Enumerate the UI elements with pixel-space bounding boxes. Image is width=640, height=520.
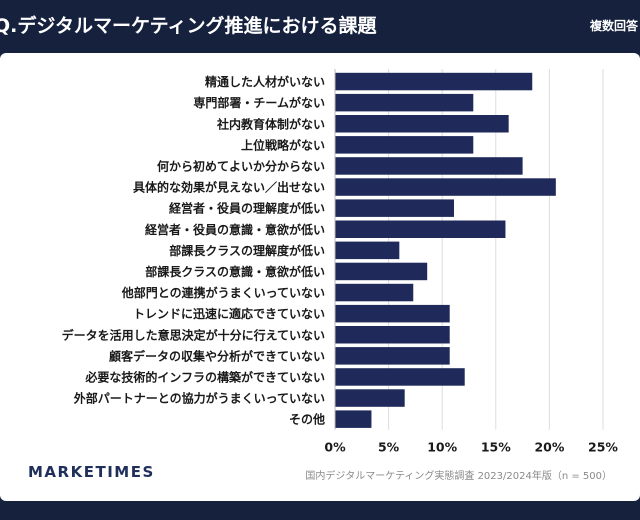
- bar: [335, 199, 454, 217]
- bar: [335, 326, 450, 344]
- bar-chart: 0% 5% 10% 15% 20% 25% 精通した人材がいない専門部署・チームがない社内教…: [62, 69, 618, 453]
- bar: [335, 347, 450, 365]
- bar: [335, 115, 509, 133]
- bar: [335, 389, 405, 407]
- category-label: 外部パートナーとの協力がうまくいっていない: [74, 391, 325, 406]
- category-label: 具体的な効果が見えない／出せない: [133, 180, 325, 195]
- bar: [335, 410, 372, 428]
- bar: [335, 241, 400, 260]
- category-label: 経営者・役員の理解度が低い: [169, 201, 325, 216]
- bar: [335, 304, 450, 323]
- chart-card: 0% 5% 10% 15% 20% 25% 精通した人材がいない専門部署・チームがない社内教…: [0, 53, 640, 501]
- category-label: データを活用した意思決定が十分に行えていない: [62, 327, 325, 342]
- category-label: その他: [289, 412, 325, 427]
- bar: [335, 220, 506, 238]
- x-tick-label: 10%: [427, 440, 457, 453]
- category-label: 経営者・役員の意識・意欲が低い: [145, 222, 325, 237]
- bar: [335, 157, 523, 175]
- category-label: 他部門との連携がうまくいっていない: [121, 285, 325, 300]
- category-label: 顧客データの収集や分析ができていない: [109, 348, 325, 363]
- bar: [335, 72, 533, 91]
- category-label: 専門部署・チームがない: [193, 95, 325, 110]
- bar: [335, 136, 474, 154]
- bar: [335, 262, 428, 281]
- x-tick-label: 20%: [534, 440, 564, 453]
- multiple-answer-badge: 複数回答: [589, 19, 638, 33]
- category-label: 部課長クラスの理解度が低い: [169, 243, 325, 258]
- bar: [335, 93, 474, 112]
- bar: [335, 178, 556, 196]
- category-label: 精通した人材がいない: [205, 74, 325, 89]
- x-tick-label: 25%: [588, 440, 618, 453]
- category-label: 上位戦略がない: [241, 137, 325, 152]
- bar: [335, 283, 414, 302]
- brand-logo: MARKETIMES: [28, 463, 155, 481]
- bar: [335, 368, 465, 386]
- source-note: 国内デジタルマーケティング実態調査 2023/2024年版（n = 500）: [305, 471, 612, 482]
- header: Q.デジタルマーケティング推進における課題 複数回答: [0, 0, 640, 52]
- x-tick-label: 5%: [378, 440, 400, 453]
- category-label: 社内教育体制がない: [216, 116, 325, 131]
- category-label: 何から初めてよいか分からない: [157, 158, 325, 173]
- x-tick-label: 15%: [481, 440, 511, 453]
- x-tick-label: 0%: [324, 440, 346, 453]
- category-label: トレンドに迅速に適応できていない: [133, 306, 325, 321]
- category-label: 必要な技術的インフラの構築ができていない: [84, 369, 325, 384]
- chart-title: Q.デジタルマーケティング推進における課題: [0, 15, 377, 37]
- category-label: 部課長クラスの意識・意欲が低い: [145, 264, 325, 279]
- footer-strip: [0, 501, 640, 520]
